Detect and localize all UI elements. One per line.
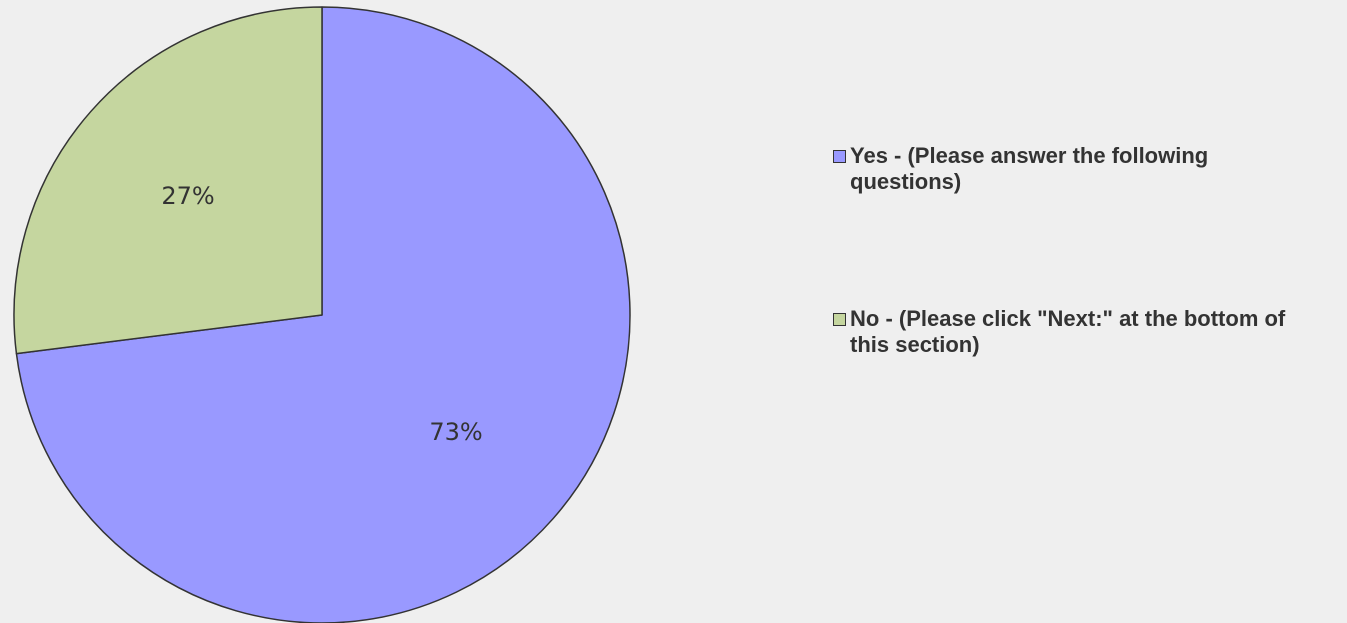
legend-swatch-yes: [833, 150, 846, 163]
pie-slices: [13, 6, 631, 623]
legend-item-yes: Yes - (Please answer the following quest…: [833, 143, 1343, 195]
legend-item-no: No - (Please click "Next:" at the bottom…: [833, 306, 1343, 358]
legend: Yes - (Please answer the following quest…: [833, 143, 1343, 358]
legend-swatch-no: [833, 313, 846, 326]
pie-slice-yes: [15, 6, 631, 623]
pie-chart: 73% 27%: [13, 6, 631, 623]
legend-label-yes: Yes - (Please answer the following quest…: [850, 143, 1209, 194]
pie-slice-label-yes: 73%: [429, 418, 482, 446]
legend-label-no: No - (Please click "Next:" at the bottom…: [850, 306, 1286, 357]
pie-slice-no: [13, 6, 323, 355]
pie-slice-label-no: 27%: [161, 182, 214, 210]
pie-slice-labels: 73% 27%: [161, 182, 482, 446]
